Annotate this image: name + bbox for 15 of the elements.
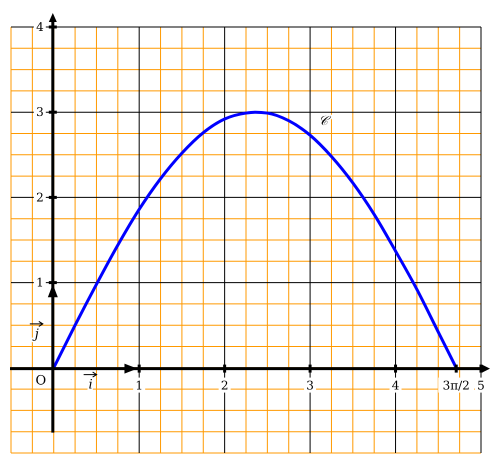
annotation: 𝒞 xyxy=(318,114,332,130)
x-tick-label: 2 xyxy=(220,378,228,393)
y-tick-label: 2 xyxy=(36,190,44,204)
y-tick-label: 1 xyxy=(36,276,44,290)
y-tick-label: 4 xyxy=(36,20,44,34)
x-tick-label: 3π/2 xyxy=(442,378,470,393)
x-tick-label: 1 xyxy=(135,378,143,393)
x-tick-label: 5 xyxy=(477,378,485,393)
line-series xyxy=(52,110,458,370)
x-tick-label: 3 xyxy=(306,378,314,393)
annotation: O xyxy=(35,374,46,389)
annotation: j xyxy=(32,326,39,342)
x-tick-label: 4 xyxy=(392,378,400,393)
y-tick-label: 3 xyxy=(36,105,44,120)
annotation: i xyxy=(88,378,93,393)
